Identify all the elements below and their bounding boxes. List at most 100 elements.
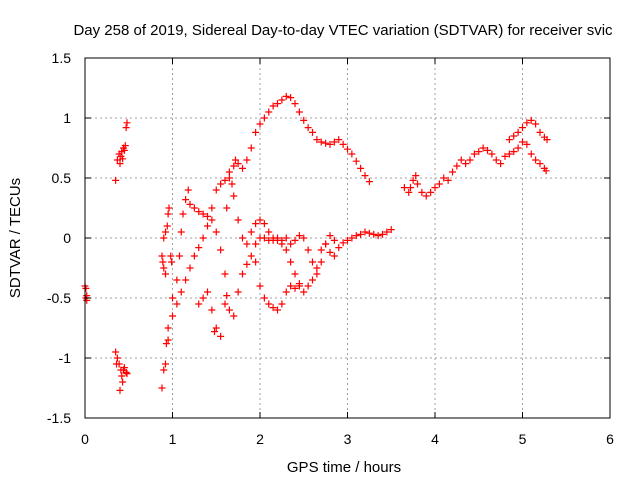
data-point [230,162,238,170]
data-point [300,116,308,124]
data-point [190,204,198,212]
data-point [313,264,321,272]
data-point [256,216,264,224]
data-point [304,282,312,290]
data-point [252,128,260,136]
data-point [204,222,211,230]
data-point [344,145,351,153]
data-point [449,168,456,176]
data-point [475,148,483,156]
data-point [365,229,373,237]
data-point [361,228,369,236]
y-tick-label: -1 [59,350,72,366]
data-point [365,178,373,186]
data-point [195,244,203,252]
data-point [470,150,478,158]
data-point [173,276,181,284]
data-point [414,180,421,188]
data-point [221,176,229,184]
data-points [81,92,551,394]
data-point [532,120,540,128]
data-point [265,228,273,236]
data-point [234,288,242,296]
y-tick-label: -0.5 [47,290,71,306]
data-point [405,188,413,196]
data-point [427,188,435,196]
data-point [313,270,321,278]
data-point [122,124,130,132]
data-point [212,186,220,194]
data-point [256,120,264,128]
data-point [158,252,166,260]
data-point [532,156,540,164]
data-point [278,300,286,308]
data-point [357,230,365,238]
data-point [211,328,218,336]
data-point [162,340,170,348]
data-point [113,156,121,164]
data-point [112,176,120,184]
data-point [116,386,124,394]
data-point [256,282,264,290]
data-point [182,196,190,204]
data-point [243,156,251,164]
data-point [514,128,522,136]
data-point [208,216,216,224]
data-point [300,288,308,296]
data-point [383,228,391,236]
data-point [409,176,417,184]
data-point [335,136,343,144]
data-point [339,239,347,247]
data-point [278,96,286,104]
data-point [247,228,255,236]
x-axis-label: GPS time / hours [287,459,401,476]
data-point [326,140,334,148]
data-point [295,232,303,240]
data-point [322,139,330,147]
data-point [543,136,551,144]
data-point [160,264,168,272]
data-point [523,119,531,127]
x-tick-label: 0 [81,431,89,447]
data-point [225,306,233,314]
data-point [374,232,382,240]
x-tick-label: 5 [519,431,527,447]
data-point [295,108,303,116]
data-point [199,210,207,218]
data-point [418,188,426,196]
data-point [177,288,185,296]
data-point [243,260,251,268]
data-point [199,234,207,242]
data-point [536,160,544,168]
data-point [330,138,338,146]
data-point [291,284,299,292]
data-point [457,156,465,164]
data-point [260,220,268,228]
y-tick-label: 0.5 [52,170,72,186]
data-point [169,294,176,302]
data-point [527,116,535,124]
x-tick-label: 4 [431,431,439,447]
data-point [177,228,185,236]
data-point [260,234,268,242]
data-point [223,204,231,212]
data-point [400,184,408,192]
data-point [326,248,334,256]
data-point [274,236,281,244]
data-point [510,148,518,156]
data-point [265,108,273,116]
data-point [309,128,316,136]
data-point [239,234,246,242]
data-point [536,128,544,136]
data-point [113,360,120,368]
data-point [317,246,325,254]
data-point [217,180,225,188]
data-point [184,186,192,194]
data-point [291,236,299,244]
data-point [221,300,229,308]
data-point [208,204,216,212]
data-point [123,370,131,378]
data-point [119,378,127,386]
data-point [158,384,166,392]
data-point [252,258,260,266]
